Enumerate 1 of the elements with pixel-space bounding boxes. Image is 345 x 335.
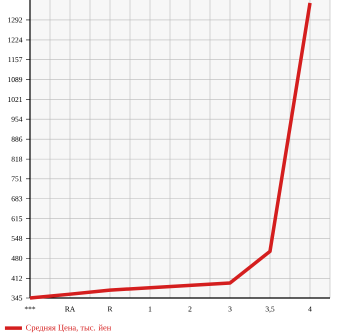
legend-label: Средняя Цена, тыс. йен xyxy=(26,324,112,332)
